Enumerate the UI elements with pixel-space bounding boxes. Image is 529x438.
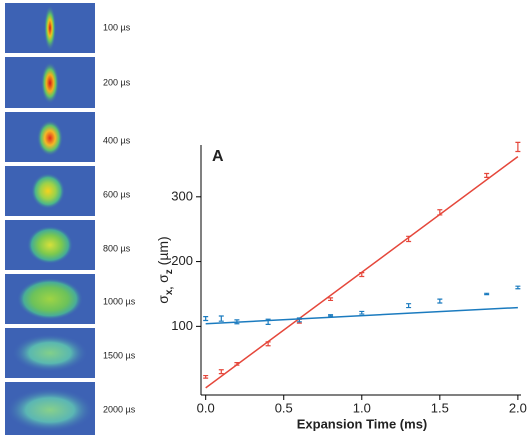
chart: A Expansion Time (ms) σx, σz (µm) 100200… xyxy=(155,141,527,431)
x-tick-label: 0.0 xyxy=(197,400,215,415)
frame-label: 200 µs xyxy=(103,77,131,87)
cloud xyxy=(41,62,59,104)
error-bar xyxy=(515,141,521,153)
x-tick-label: 0.5 xyxy=(275,400,293,415)
cloud xyxy=(27,226,73,264)
error-bar xyxy=(296,317,302,323)
y-axis-label: σx, σz (µm) xyxy=(155,236,175,303)
frame-label: 100 µs xyxy=(103,22,131,32)
error-bar xyxy=(265,341,271,347)
error-bar xyxy=(359,271,365,278)
error-bar xyxy=(328,297,334,302)
error-bar xyxy=(484,172,490,178)
error-bar xyxy=(203,374,209,379)
frames: 100 µs 200 µs 400 µs 600 µs 800 µs 1000 … xyxy=(5,3,136,435)
error-bar xyxy=(484,292,490,296)
y-label-part: (µm) xyxy=(155,236,171,269)
y-tick-label: 200 xyxy=(171,253,193,268)
cloud xyxy=(12,334,88,372)
cloud xyxy=(6,388,94,432)
error-bar xyxy=(218,369,224,375)
error-bar xyxy=(437,298,443,304)
error-bar xyxy=(218,315,224,322)
y-tick-label: 100 xyxy=(171,318,193,333)
error-bar xyxy=(234,319,240,325)
y-label-part: σ xyxy=(155,295,171,304)
y-tick-label: 300 xyxy=(171,188,193,203)
cloud xyxy=(17,278,83,320)
x-axis-label: Expansion Time (ms) xyxy=(297,416,428,431)
error-bar xyxy=(234,362,240,366)
cloud xyxy=(37,120,63,156)
frame-label: 400 µs xyxy=(103,135,131,145)
panel-label: A xyxy=(212,148,224,165)
cloud xyxy=(44,5,56,51)
fit-line xyxy=(205,306,518,325)
y-label-part: σ xyxy=(155,274,171,287)
error-bar xyxy=(265,318,271,326)
y-label-part: x, xyxy=(164,287,175,296)
error-bar xyxy=(406,235,412,243)
y-label-part: z xyxy=(164,269,175,274)
frame-label: 1000 µs xyxy=(103,296,136,306)
frame-label: 800 µs xyxy=(103,243,131,253)
error-bar xyxy=(437,209,443,216)
cloud xyxy=(31,173,65,209)
x-tick-label: 2.0 xyxy=(509,400,527,415)
error-bar xyxy=(406,303,412,309)
error-bar xyxy=(515,285,521,290)
error-bar xyxy=(328,314,334,317)
error-bar xyxy=(203,316,209,322)
frame-label: 600 µs xyxy=(103,189,131,199)
x-tick-label: 1.0 xyxy=(353,400,371,415)
error-bar xyxy=(359,310,365,315)
frame-label: 2000 µs xyxy=(103,404,136,414)
frame-label: 1500 µs xyxy=(103,350,136,360)
x-tick-label: 1.5 xyxy=(431,400,449,415)
